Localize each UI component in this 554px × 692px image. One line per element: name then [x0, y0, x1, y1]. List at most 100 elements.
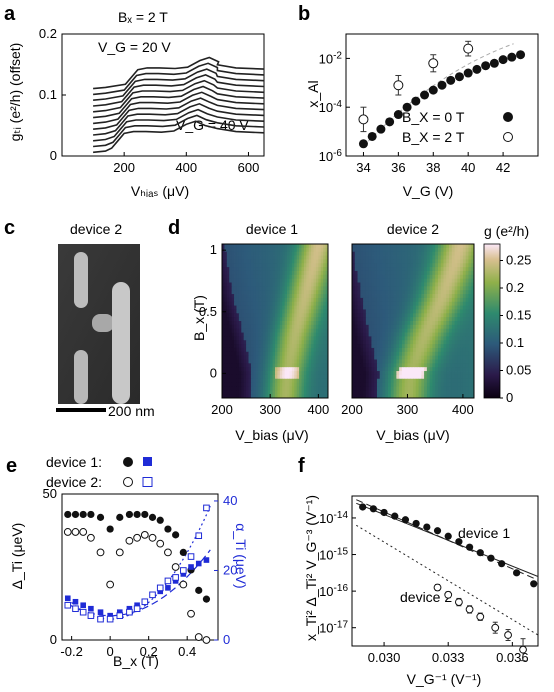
- heatmap-cell: [287, 355, 290, 360]
- heatmap-cell: [368, 244, 372, 249]
- heatmap-cell: [250, 294, 254, 299]
- heatmap-cell: [226, 374, 230, 380]
- heatmap-cell: [413, 355, 417, 360]
- heatmap-cell: [399, 297, 403, 303]
- heatmap-cell: [284, 386, 288, 391]
- heatmap-cell: [258, 309, 261, 314]
- heatmap-cell: [272, 386, 276, 391]
- heatmap-cell: [368, 359, 372, 364]
- heatmap-cell: [311, 251, 314, 256]
- heatmap-cell: [315, 244, 319, 249]
- heatmap-cell: [320, 278, 324, 283]
- heatmap-cell: [401, 278, 406, 283]
- heatmap-cell: [365, 270, 370, 276]
- heatmap-cell: [376, 355, 381, 360]
- heatmap-cell: [262, 321, 266, 326]
- heatmap-cell: [365, 340, 370, 345]
- heatmap-cell: [308, 247, 312, 253]
- heatmap-cell: [413, 286, 417, 291]
- heatmap-cell: [424, 332, 428, 337]
- heatmap-cell: [390, 394, 394, 399]
- heatmap-cell: [253, 317, 257, 322]
- heatmap-cell: [432, 297, 436, 303]
- heatmap-cell: [306, 247, 310, 253]
- heatmap-cell: [426, 290, 431, 295]
- heatmap-cell: [410, 297, 414, 303]
- heatmap-cell: [270, 336, 273, 341]
- heatmap-cell: [418, 351, 422, 357]
- heatmap-cell: [365, 324, 370, 330]
- heatmap-cell: [296, 378, 300, 383]
- heatmap-cell: [238, 317, 242, 322]
- heatmap-cell: [301, 336, 305, 341]
- heatmap-cell: [323, 363, 326, 368]
- heatmap-cell: [363, 367, 367, 372]
- heatmap-cell: [368, 282, 372, 287]
- heatmap-cell: [299, 332, 302, 337]
- heatmap-cell: [248, 286, 252, 291]
- panel-b-point-0T: [358, 139, 368, 149]
- heatmap-cell: [413, 267, 417, 272]
- panel-e-point-d1-alpha: [195, 560, 202, 567]
- heatmap-cell: [246, 286, 249, 291]
- heatmap-cell: [318, 263, 322, 268]
- heatmap-cell: [399, 247, 403, 253]
- heatmap-cell: [396, 394, 400, 399]
- heatmap-cell: [454, 301, 458, 306]
- heatmap-cell: [318, 351, 322, 357]
- heatmap-cell: [468, 363, 472, 368]
- heatmap-cell: [404, 305, 408, 310]
- heatmap-cell: [265, 301, 269, 306]
- heatmap-cell: [471, 255, 475, 260]
- heatmap-cell: [365, 382, 370, 387]
- heatmap-cell: [399, 332, 403, 337]
- heatmap-cell: [437, 378, 442, 383]
- heatmap-cell: [258, 344, 261, 349]
- heatmap-cell: [238, 347, 242, 353]
- heatmap-cell: [267, 313, 271, 318]
- heatmap-cell: [440, 282, 444, 287]
- heatmap-cell: [246, 382, 249, 387]
- panel-e-point-d2-delta: [156, 539, 165, 548]
- heatmap-cell: [371, 390, 375, 395]
- panel-e-point-d1-alpha: [180, 571, 187, 577]
- heatmap-cell: [231, 390, 235, 395]
- heatmap-cell: [354, 274, 358, 280]
- heatmap-cell: [371, 286, 375, 291]
- heatmap-cell: [275, 321, 278, 326]
- heatmap-cell: [471, 363, 475, 368]
- heatmap-cell: [277, 374, 281, 380]
- heatmap-cell: [255, 363, 259, 368]
- heatmap-cell: [449, 328, 453, 333]
- heatmap-cell: [446, 378, 450, 383]
- heatmap-cell: [270, 321, 273, 326]
- heatmap-cell: [368, 290, 372, 295]
- heatmap-cell: [451, 244, 455, 249]
- heatmap-cell: [311, 390, 314, 395]
- heatmap-cell: [289, 355, 293, 360]
- heatmap-cell: [424, 305, 428, 310]
- panel-f-ytick-label: 10-17: [319, 620, 348, 636]
- heatmap-cell: [318, 282, 322, 287]
- panel-e-point-d1-delta: [172, 531, 180, 539]
- heatmap-cell: [393, 294, 397, 299]
- heatmap-cell: [325, 351, 329, 357]
- heatmap-cell: [236, 351, 240, 357]
- heatmap-cell: [363, 386, 367, 391]
- heatmap-cell: [323, 305, 326, 310]
- heatmap-cell: [277, 251, 281, 256]
- heatmap-cell: [379, 351, 383, 357]
- heatmap-cell: [226, 359, 230, 364]
- heatmap-cell: [376, 301, 381, 306]
- heatmap-cell: [371, 371, 375, 376]
- heatmap-cell: [365, 263, 370, 268]
- heatmap-cell: [449, 344, 453, 349]
- heatmap-cell: [374, 259, 378, 264]
- heatmap-cell: [429, 251, 433, 256]
- heatmap-cell: [260, 367, 264, 372]
- heatmap-cell: [313, 305, 317, 310]
- heatmap-cell: [315, 259, 319, 264]
- heatmap-cell: [222, 382, 225, 387]
- heatmap-cell: [222, 390, 225, 395]
- heatmap-cell: [229, 394, 233, 399]
